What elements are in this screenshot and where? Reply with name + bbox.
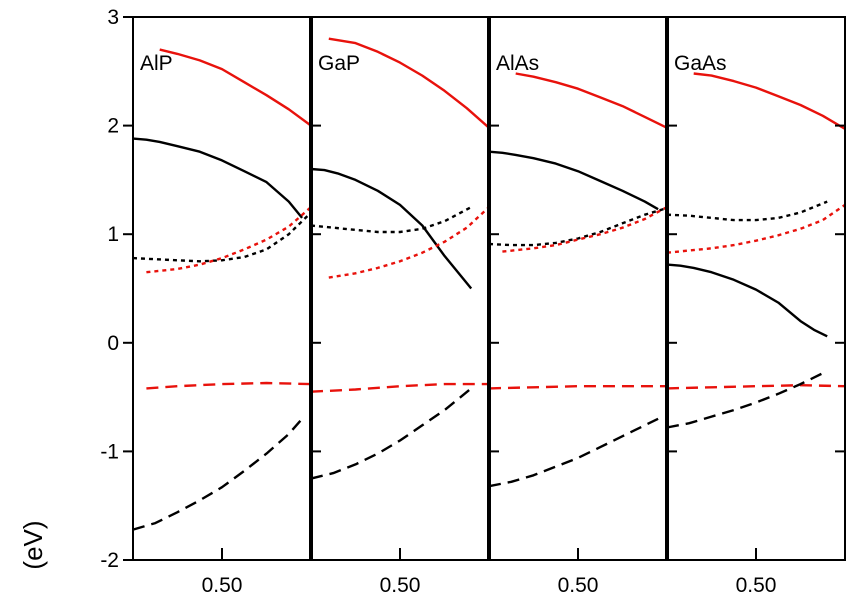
series-line-alas-black-dotted: [488, 206, 668, 247]
x-tick-label-alas: 0.50: [558, 574, 599, 597]
series-line-alas-black-solid: [488, 150, 659, 211]
x-tick-label-gap: 0.50: [380, 574, 421, 597]
y-tick-label-4: 2: [107, 115, 119, 138]
series-line-gap-black-solid: [310, 167, 473, 290]
series-line-alp-red-dotted: [146, 206, 312, 274]
panel-label-alp: AlP: [140, 52, 173, 75]
series-layer: [132, 37, 846, 531]
frame-layer: [123, 16, 846, 561]
series-line-gap-black-dotted: [310, 206, 472, 234]
series-line-gap-red-dotted: [328, 206, 490, 279]
y-tick-label-3: 1: [107, 223, 119, 246]
series-line-alp-black-solid: [132, 137, 304, 219]
series-line-alp-red-solid: [159, 48, 312, 127]
y-axis-label: (eV): [18, 520, 48, 569]
x-tick-label-alp: 0.50: [202, 574, 243, 597]
y-tick-label-1: -1: [100, 440, 119, 463]
panel-label-gap: GaP: [318, 52, 360, 75]
series-line-gaas-red-solid: [693, 72, 846, 130]
series-line-gap-red-solid: [328, 37, 490, 129]
text-layer: (eV) AlP 0.50 GaP 0.50 AlAs 0.50 GaAs 0.50 -2 -1 0…: [18, 6, 776, 597]
y-tick-label-2: 0: [107, 332, 119, 355]
series-line-alas-red-dashed: [488, 385, 667, 390]
x-tick-label-gaas: 0.50: [736, 574, 777, 597]
series-line-alas-red-dotted: [502, 206, 668, 253]
series-line-gaas-black-dashed: [666, 369, 828, 429]
series-line-gaas-red-dashed: [666, 384, 846, 390]
series-line-gap-red-dashed: [310, 382, 489, 393]
series-line-gap-black-dashed: [310, 387, 472, 480]
series-line-gaas-black-solid: [666, 263, 828, 338]
series-line-alp-red-dashed: [146, 381, 312, 390]
y-tick-label-5: 3: [107, 6, 119, 29]
series-line-alp-black-dashed: [132, 418, 304, 531]
series-line-alas-black-dashed: [488, 417, 659, 488]
series-line-gaas-red-dotted: [666, 203, 846, 254]
y-tick-label-0: -2: [100, 549, 119, 572]
series-line-alp-black-dotted: [132, 211, 312, 263]
panel-label-gaas: GaAs: [674, 52, 727, 75]
panel-label-alas: AlAs: [496, 52, 539, 75]
series-line-gaas-black-dotted: [666, 200, 828, 222]
series-line-alas-red-solid: [515, 72, 668, 129]
